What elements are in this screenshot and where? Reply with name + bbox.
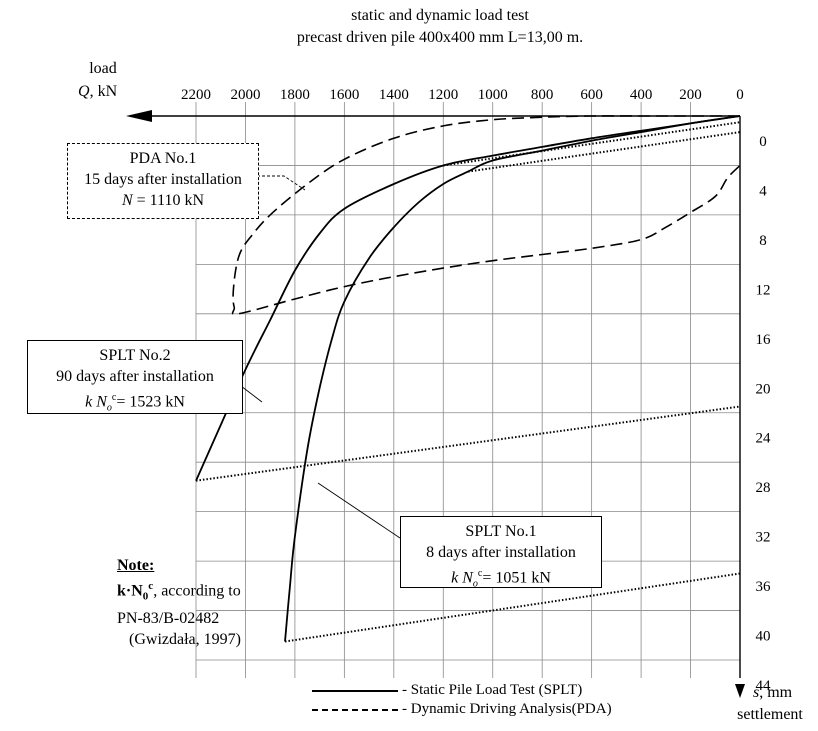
splt2-box-value: k Noc= 1523 kN [85,392,185,414]
legend-splt-label: - Static Pile Load Test (SPLT) [402,682,583,698]
x-tick-label: 1600 [329,87,359,103]
y-tick-label: 4 [759,183,767,199]
x-tick-label: 200 [679,87,702,103]
x-tick-label: 800 [531,87,554,103]
y-tick-label: 44 [756,678,772,694]
splt2-box-title: SPLT No.2 [99,347,171,364]
splt2-annotation-box: SPLT No.2 90 days after installation k N… [27,340,243,414]
series-line-splt-no-1-early-unloading [467,131,741,173]
legend-solid-swatch [312,689,398,692]
x-tick-label: 600 [580,87,603,103]
splt1-leader-line [317,482,401,539]
splt2-leader-line [240,385,263,403]
y-tick-label: 16 [756,332,772,348]
note-line-2: PN-83/B-02482 [117,609,220,627]
x-tick-label: 2000 [230,87,260,103]
splt2-box-days: 90 days after installation [56,368,214,385]
legend-pda-label: - Dynamic Driving Analysis(PDA) [402,701,612,717]
pda-leader-line [257,175,306,191]
series-line-splt-no-2-early-unloading [443,121,741,167]
x-tick-label: 2200 [181,87,211,103]
series-line-splt-no-1 [284,115,741,642]
x-tick-label: 1200 [428,87,458,103]
y-tick-label: 28 [756,480,771,496]
pda-box-title: PDA No.1 [129,150,197,167]
x-tick-label: 1400 [379,87,409,103]
y-axis-arrow [735,684,745,698]
splt1-box-days: 8 days after installation [426,544,576,561]
series-line-pda-no-1 [231,115,741,315]
y-tick-label: 0 [759,134,767,150]
splt1-annotation-box: SPLT No.1 8 days after installation k No… [400,516,602,590]
chart-title: static and dynamic load test [351,7,529,24]
y-tick-label: 32 [756,530,771,546]
y-axis-label-s: s, mm [753,684,793,701]
y-tick-label: 8 [759,233,767,249]
note-line-3: (Gwizdała, 1997) [129,630,241,648]
legend: - Static Pile Load Test (SPLT) - Dynamic… [312,681,612,719]
chart-subtitle: precast driven pile 400x400 mm L=13,00 m… [297,29,583,46]
splt1-box-title: SPLT No.1 [465,523,537,540]
pda-annotation-box: PDA No.1 15 days after installation N = … [67,143,259,219]
note-title: Note: [117,557,155,574]
pda-box-days: 15 days after installation [84,171,242,188]
note-block: Note: k·N0c, according to PN-83/B-02482 … [117,555,241,650]
x-axis-label-load: load [89,60,117,77]
legend-dashed-swatch [312,708,398,711]
y-tick-label: 24 [756,431,772,447]
x-tick-label: 0 [736,87,744,103]
legend-item-pda: - Dynamic Driving Analysis(PDA) [312,700,612,719]
x-tick-label: 1800 [280,87,310,103]
axes [126,110,745,698]
series-line-splt-no-2-unloading [195,405,741,482]
x-tick-label: 1000 [478,87,508,103]
x-tick-label: 400 [630,87,653,103]
note-line-1: k·N0c, according to [117,580,241,603]
data-series [195,115,741,643]
x-axis-arrow [126,110,152,122]
y-tick-label: 12 [756,282,771,298]
pda-box-value: N = 1110 kN [121,192,205,209]
x-axis-label-q: Q, kN [78,83,118,100]
y-tick-label: 20 [756,381,771,397]
y-tick-label: 36 [756,579,772,595]
splt1-box-value: k Noc= 1051 kN [451,568,551,590]
legend-item-splt: - Static Pile Load Test (SPLT) [312,681,612,700]
series-line-splt-no-2 [195,115,741,482]
y-axis-label-settlement: settlement [737,706,803,723]
tick-labels: 2200 2000 1800 1600 1400 1200 1000 800 600 400 200… [181,87,771,694]
y-tick-label: 40 [756,629,771,645]
